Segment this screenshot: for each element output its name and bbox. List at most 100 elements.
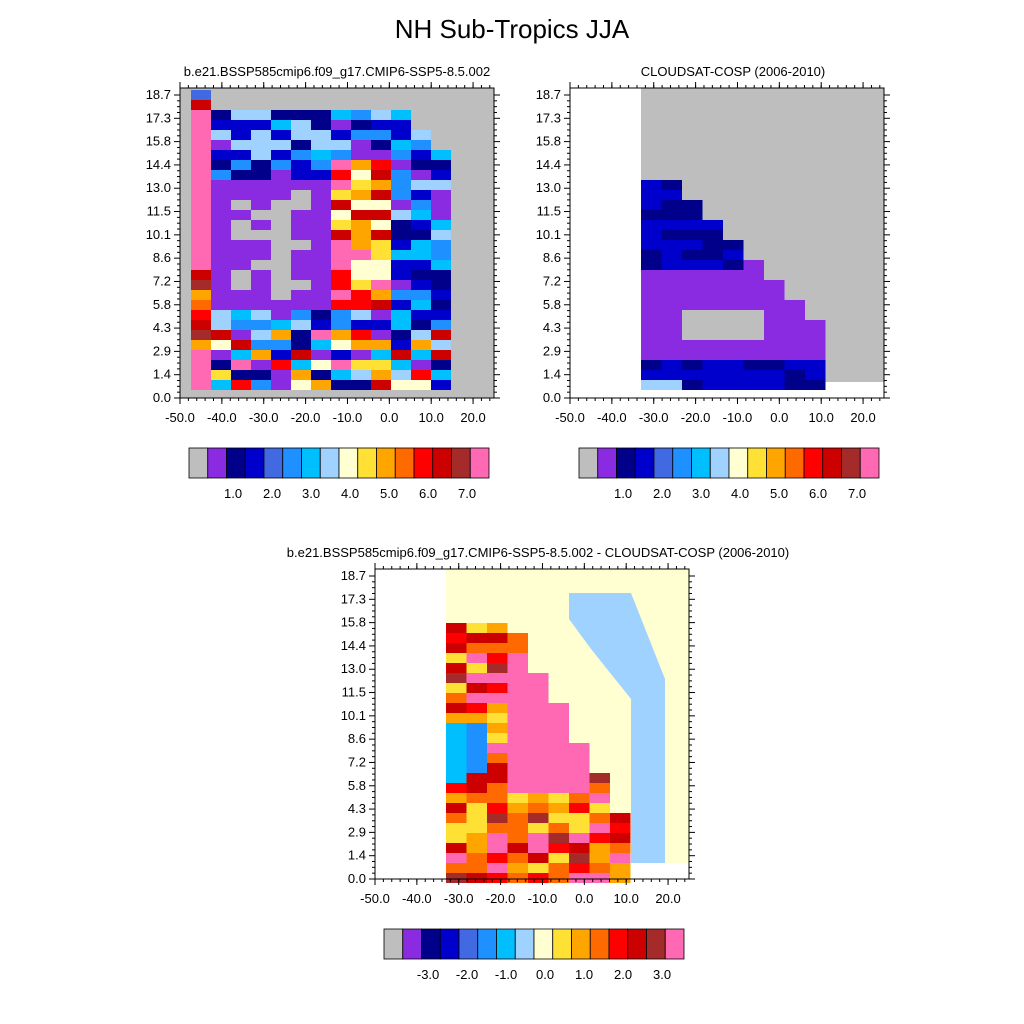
heatmap-cell (723, 280, 744, 290)
heatmap-cell (641, 270, 662, 280)
heatmap-cell (191, 250, 211, 260)
colorbar-swatch (413, 447, 434, 479)
heatmap-cell (661, 280, 682, 290)
heatmap-cell (191, 150, 211, 160)
heatmap-cell (548, 763, 569, 773)
colorbar-swatch (439, 928, 460, 960)
heatmap-cell (211, 340, 231, 350)
heatmap-cell (271, 170, 291, 180)
heatmap-cell (682, 210, 703, 220)
heatmap-cell (351, 180, 371, 190)
heatmap-cell (528, 733, 549, 743)
y-tick-label: 0.0 (153, 390, 171, 405)
colorbar-label: 0.0 (536, 967, 554, 982)
colorbar-swatch (282, 447, 302, 479)
heatmap-cell (311, 370, 331, 380)
heatmap-cell (661, 320, 682, 330)
colorbar-swatch (458, 928, 479, 960)
heatmap-cell (271, 350, 291, 360)
y-tick-label: 2.9 (543, 343, 561, 358)
heatmap-cell (251, 350, 271, 360)
heatmap-cell (271, 280, 291, 290)
x-tick-label: -40.0 (402, 891, 432, 906)
y-tick-label: 17.3 (536, 110, 561, 125)
x-tick-label: -20.0 (486, 891, 516, 906)
heatmap-cell (291, 130, 311, 140)
heatmap-cell (507, 803, 528, 813)
heatmap-cell (723, 240, 744, 250)
heatmap-cell (528, 693, 549, 703)
heatmap-cell (251, 170, 271, 180)
heatmap-cell (743, 290, 764, 300)
heatmap-cell (271, 190, 291, 200)
colorbar-swatch (477, 928, 497, 960)
heatmap-cell (528, 823, 549, 833)
colorbar-swatch (383, 928, 404, 960)
heatmap-cell (507, 863, 528, 873)
heatmap-cell (391, 170, 411, 180)
heatmap-cell (487, 863, 508, 873)
heatmap-cell (661, 310, 682, 320)
heatmap-cell (251, 370, 271, 380)
heatmap-cell (805, 370, 826, 380)
heatmap-cell (311, 260, 331, 270)
heatmap-cell (231, 130, 251, 140)
heatmap-cell (311, 320, 331, 330)
heatmap-cell (191, 170, 211, 180)
heatmap-cell (641, 260, 662, 270)
heatmap-cell (743, 270, 764, 280)
heatmap-cell (661, 300, 682, 310)
heatmap-cell (331, 310, 351, 320)
heatmap-cell (231, 210, 251, 220)
heatmap-cell (311, 150, 331, 160)
heatmap-cell (805, 340, 826, 350)
heatmap-cell (391, 340, 411, 350)
heatmap-cell (331, 250, 351, 260)
heatmap-cell (784, 360, 805, 370)
heatmap-cell (641, 340, 662, 350)
heatmap-cell (191, 380, 211, 390)
heatmap-cell (391, 210, 411, 220)
colorbar-swatch (432, 447, 452, 479)
colorbar-swatch (226, 447, 246, 479)
heatmap-cell (291, 240, 311, 250)
heatmap-cell (291, 260, 311, 270)
heatmap-cell (431, 260, 451, 270)
heatmap-cell (446, 873, 467, 883)
heatmap-cell (291, 230, 311, 240)
x-tick-label: 20.0 (655, 891, 680, 906)
colorbar-swatch (646, 928, 666, 960)
heatmap-cell (331, 200, 351, 210)
x-tick-label: 0.0 (380, 410, 398, 425)
y-tick-label: 7.2 (153, 273, 171, 288)
heatmap-cell (702, 340, 723, 350)
y-tick-label: 8.6 (348, 731, 366, 746)
panel-title-observations: CLOUDSAT-COSP (2006-2010) (641, 64, 825, 79)
heatmap-cell (431, 270, 451, 280)
colorbar-swatch (533, 928, 554, 960)
y-tick-label: 14.4 (341, 638, 366, 653)
heatmap-cell (311, 310, 331, 320)
heatmap-cell (487, 783, 508, 793)
heatmap-cell (351, 160, 371, 170)
heatmap-cell (431, 350, 451, 360)
heatmap-cell (391, 140, 411, 150)
heatmap-cell (251, 340, 271, 350)
heatmap-cell (548, 713, 569, 723)
heatmap-cell (411, 320, 431, 330)
heatmap-cell (548, 773, 569, 783)
heatmap-cell (661, 260, 682, 270)
heatmap-cell (331, 360, 351, 370)
heatmap-cell (569, 773, 590, 783)
heatmap-cell (411, 250, 431, 260)
colorbar-label: -3.0 (417, 967, 439, 982)
y-tick-label: 13.0 (146, 180, 171, 195)
heatmap-cell (805, 380, 826, 390)
plot-frame-difference (374, 568, 690, 880)
heatmap-cell (371, 290, 391, 300)
heatmap-cell (487, 843, 508, 853)
heatmap-cell (431, 200, 451, 210)
y-tick-label: 4.3 (153, 320, 171, 335)
y-tick-label: 10.1 (341, 708, 366, 723)
